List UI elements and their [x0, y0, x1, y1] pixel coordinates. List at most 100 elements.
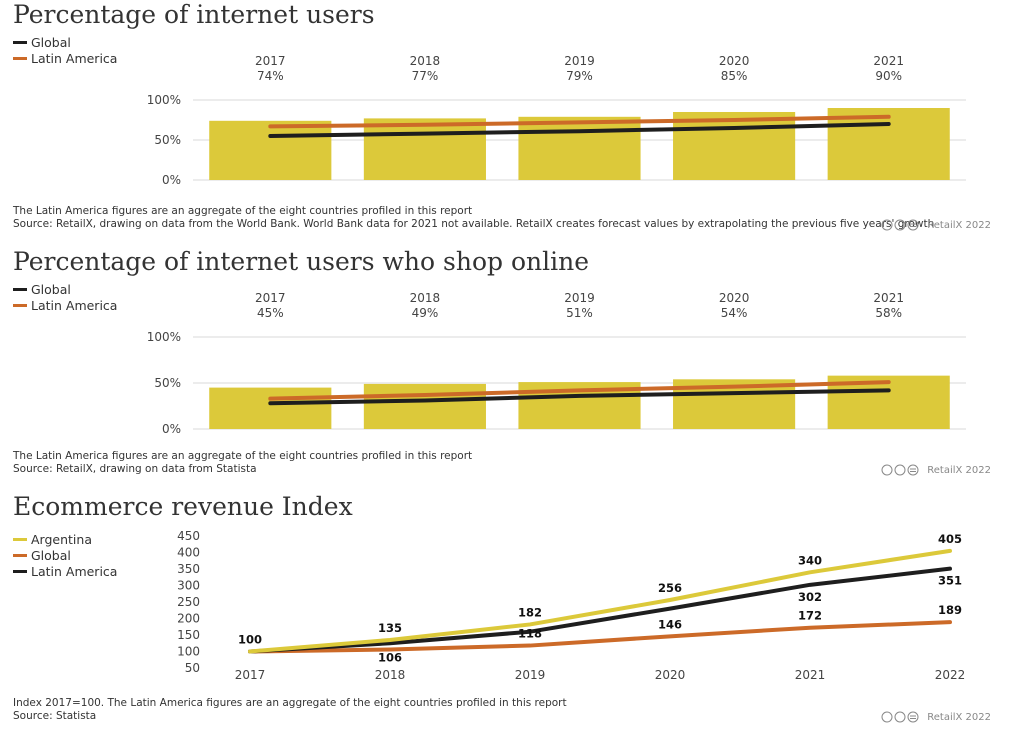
x-tick-label: 2017: [235, 668, 266, 682]
legend: Argentina Global Latin America: [13, 531, 117, 579]
y-tick-label: 150: [177, 628, 200, 642]
data-label: 100: [238, 633, 262, 647]
data-label: 189: [938, 603, 962, 617]
chart-notes: Index 2017=100. The Latin America figure…: [13, 697, 567, 723]
data-label: 182: [518, 605, 542, 619]
chart-notes: The Latin America figures are an aggrega…: [13, 205, 934, 231]
y-tick-label: 50%: [154, 133, 181, 147]
x-category-label: 2020: [719, 291, 750, 305]
y-tick-label: 50: [185, 661, 200, 675]
bar: [363, 118, 486, 180]
data-label: 172: [798, 609, 822, 623]
legend-item-global: Global: [13, 281, 117, 297]
legend-swatch: [13, 553, 27, 557]
chart-title: Ecommerce revenue Index: [13, 492, 353, 521]
data-label: 118: [518, 627, 542, 641]
y-tick-label: 100%: [147, 330, 181, 344]
credit: RetailX 2022: [881, 711, 991, 723]
bar-value-label: 77%: [412, 69, 439, 83]
creative-commons-icon: [881, 711, 919, 723]
bar: [518, 116, 641, 180]
source-line: Source: RetailX, drawing on data from th…: [13, 218, 935, 230]
y-tick-label: 450: [177, 529, 200, 543]
x-category-label: 2021: [873, 54, 904, 68]
bar-value-label: 51%: [566, 306, 593, 320]
legend-label: Latin America: [31, 563, 118, 579]
source-line: Source: RetailX, drawing on data from St…: [13, 463, 257, 475]
y-tick-label: 250: [177, 595, 200, 609]
bar-value-label: 49%: [412, 306, 439, 320]
y-tick-label: 100: [177, 645, 200, 659]
chart-title: Percentage of internet users who shop on…: [13, 247, 589, 276]
data-label: 351: [938, 574, 962, 588]
bar-value-label: 85%: [721, 69, 748, 83]
x-tick-label: 2019: [515, 668, 546, 682]
data-label: 405: [938, 532, 962, 546]
legend-swatch: [13, 569, 27, 573]
data-label: 146: [658, 617, 682, 631]
bar-value-label: 54%: [721, 306, 748, 320]
series-line: [248, 566, 952, 654]
bar: [209, 120, 332, 180]
legend-item-global: Global: [13, 34, 117, 50]
legend: Global Latin America: [13, 281, 117, 313]
series-line: [268, 388, 891, 406]
legend-label: Global: [31, 281, 71, 297]
legend-label: Global: [31, 547, 71, 563]
legend-label: Latin America: [31, 297, 118, 313]
x-category-label: 2017: [255, 291, 286, 305]
bar: [673, 112, 796, 180]
legend-swatch: [13, 40, 27, 44]
legend-label: Latin America: [31, 50, 118, 66]
creative-commons-icon: [881, 219, 919, 231]
data-label: 135: [378, 621, 402, 635]
legend-swatch: [13, 287, 27, 291]
credit: RetailX 2022: [881, 219, 991, 231]
legend-label: Argentina: [31, 531, 92, 547]
legend-item-global: Global: [13, 547, 117, 563]
y-tick-label: 50%: [154, 376, 181, 390]
legend-swatch: [13, 303, 27, 307]
legend-swatch: [13, 537, 27, 541]
credit-text: RetailX 2022: [927, 711, 991, 723]
chart-title: Percentage of internet users: [13, 0, 375, 29]
series-line: [268, 380, 891, 401]
credit: RetailX 2022: [881, 464, 991, 476]
legend-swatch: [13, 56, 27, 60]
y-tick-label: 350: [177, 562, 200, 576]
legend-label: Global: [31, 34, 71, 50]
legend-item-argentina: Argentina: [13, 531, 117, 547]
series-line: [268, 122, 891, 138]
data-label: 256: [658, 581, 682, 595]
x-category-label: 2020: [719, 54, 750, 68]
creative-commons-icon: [881, 464, 919, 476]
x-tick-label: 2022: [935, 668, 966, 682]
x-category-label: 2019: [564, 291, 595, 305]
series-line: [248, 620, 952, 654]
legend-item-latin-america: Latin America: [13, 297, 117, 313]
x-tick-label: 2018: [375, 668, 406, 682]
y-tick-label: 300: [177, 579, 200, 593]
data-label: 302: [798, 590, 822, 604]
y-tick-label: 400: [177, 546, 200, 560]
line-chart: 50 100 150 200 250 300 350 400 450 2017 2018 2019 20…: [177, 529, 966, 682]
x-category-label: 2021: [873, 291, 904, 305]
chart-notes: The Latin America figures are an aggrega…: [13, 450, 472, 476]
credit-text: RetailX 2022: [927, 219, 991, 231]
bar-value-label: 90%: [875, 69, 902, 83]
note-line: The Latin America figures are an aggrega…: [13, 450, 473, 462]
bar: [827, 108, 950, 180]
bar-value-label: 58%: [875, 306, 902, 320]
x-category-label: 2018: [410, 291, 441, 305]
chart-panel-internet-users: Percentage of internet users Global Lati…: [0, 0, 1031, 245]
credit-text: RetailX 2022: [927, 464, 991, 476]
bar-value-label: 74%: [257, 69, 284, 83]
y-tick-label: 0%: [162, 173, 181, 187]
data-label: 106: [378, 651, 402, 665]
series-line: [268, 114, 891, 129]
x-category-label: 2017: [255, 54, 286, 68]
y-tick-label: 200: [177, 612, 200, 626]
note-line: The Latin America figures are an aggrega…: [13, 205, 473, 217]
data-label: 340: [798, 553, 822, 567]
